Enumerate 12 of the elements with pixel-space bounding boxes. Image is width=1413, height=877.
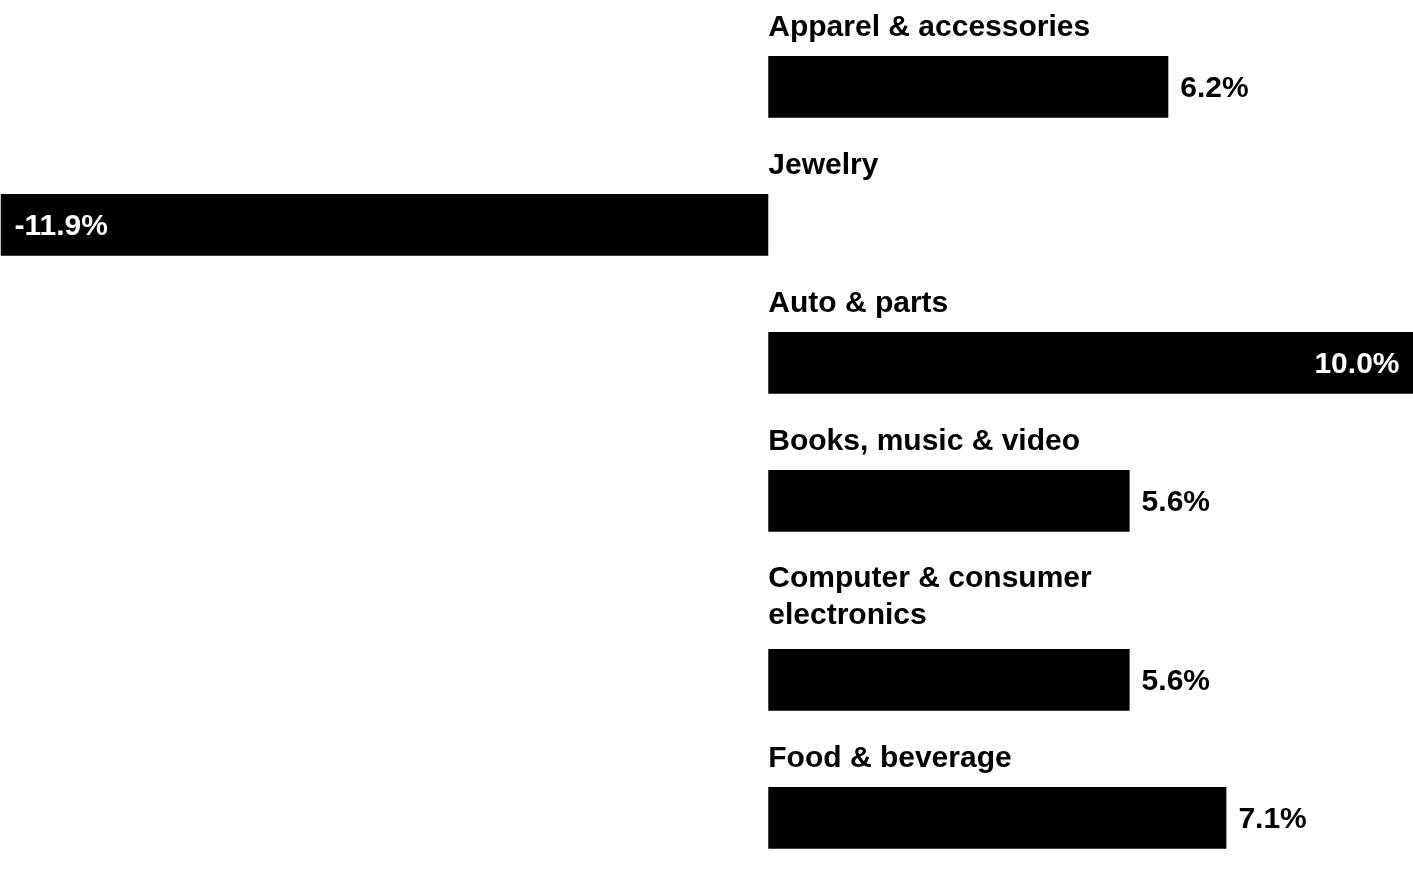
y-tick-label: Books, music & video [768, 422, 1081, 456]
y-tick-label: Apparel & accessories [768, 8, 1091, 42]
y-tick-label: Auto & parts [768, 284, 949, 318]
data-label: 5.6% [1141, 663, 1210, 697]
y-tick-label: Computer & consumer electronics [768, 560, 1092, 630]
data-label: -11.9% [14, 208, 108, 242]
y-tick-label: Food & beverage [768, 739, 1012, 773]
data-label: 7.1% [1238, 801, 1307, 835]
data-label: 5.6% [1141, 484, 1210, 518]
y-tick-label: Jewelry [768, 146, 879, 180]
data-label: 6.2% [1180, 70, 1249, 104]
data-label: 10.0% [1314, 346, 1400, 380]
